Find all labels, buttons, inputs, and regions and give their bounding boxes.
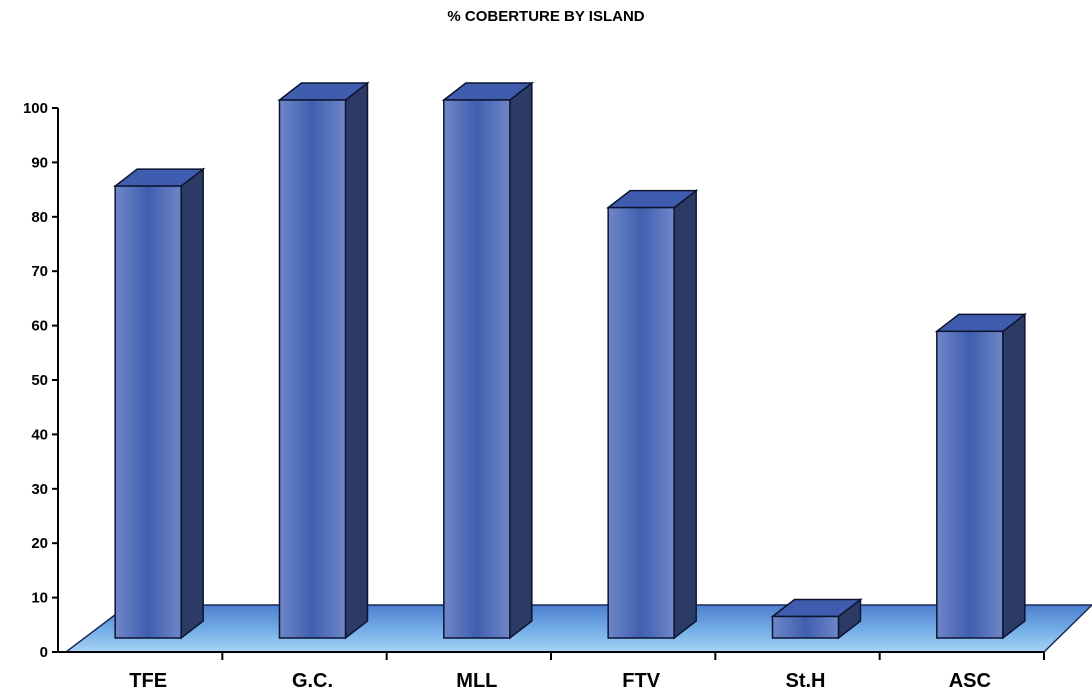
bar-side-face xyxy=(1002,312,1026,640)
x-tick-label: FTV xyxy=(622,670,660,692)
bar-ftv xyxy=(605,189,699,640)
y-tick-label: 30 xyxy=(31,481,48,498)
bar-side-face xyxy=(180,167,204,640)
x-tick-label: ASC xyxy=(949,670,991,692)
bar-side-face xyxy=(344,81,369,640)
x-tick-label: G.C. xyxy=(292,670,333,692)
y-tick-label: 10 xyxy=(31,590,48,607)
x-tick-labels: TFE G.C. MLL FTV St.H ASC xyxy=(129,652,1045,692)
bar-side-face xyxy=(673,189,697,640)
bar-front-face xyxy=(936,330,1004,639)
chart-axes xyxy=(57,108,1044,653)
bar-sth xyxy=(770,597,863,640)
bars xyxy=(112,81,1028,640)
y-tick-label: 70 xyxy=(31,263,48,280)
y-tick-label: 100 xyxy=(23,100,48,117)
y-tick-label: 0 xyxy=(40,644,48,661)
y-tick-label: 50 xyxy=(31,372,48,389)
y-tick-label: 80 xyxy=(31,209,48,226)
chart-title: % COBERTURE BY ISLAND xyxy=(447,8,645,25)
bar-front-face xyxy=(607,206,675,639)
x-tick-label: MLL xyxy=(456,670,497,692)
bar-side-face xyxy=(509,81,533,640)
y-tick-label: 90 xyxy=(31,154,48,171)
y-tick-label: 60 xyxy=(31,318,48,335)
bar-front-face xyxy=(443,99,511,639)
y-tick-label: 20 xyxy=(31,535,48,552)
x-tick-label: TFE xyxy=(129,670,167,692)
bar-front-face xyxy=(278,99,347,639)
y-tick-labels: 0 10 20 30 40 50 60 70 80 90 100 xyxy=(23,100,58,661)
bar-front-face xyxy=(771,615,840,639)
x-tick-label: St.H xyxy=(786,670,826,692)
bar-front-face xyxy=(114,185,182,639)
bar-gc xyxy=(277,81,370,640)
y-tick-label: 40 xyxy=(31,426,48,443)
bar-asc xyxy=(934,312,1028,640)
bar-mll xyxy=(441,81,535,640)
bar-tfe xyxy=(112,167,206,640)
